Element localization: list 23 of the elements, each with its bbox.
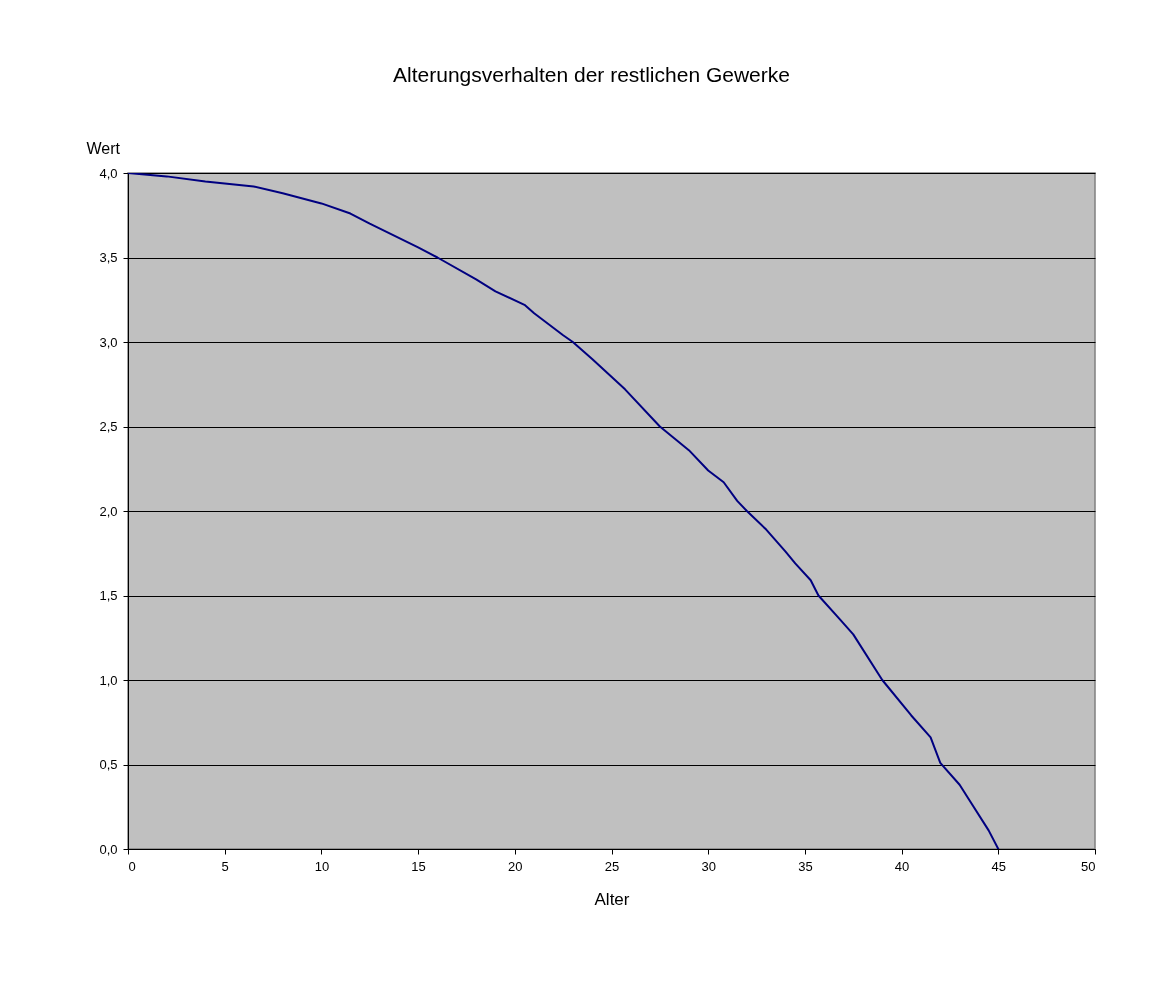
x-tick-label: 40	[894, 858, 910, 874]
x-tick-label: 45	[991, 858, 1007, 874]
x-tick-label: 15	[411, 858, 426, 874]
chart-title: Alterungsverhalten der restlichen Gewerke	[393, 63, 790, 86]
x-tick-label: 10	[314, 858, 330, 874]
y-tick-label: 2,0	[99, 503, 118, 519]
y-tick-label: 2,5	[99, 419, 118, 434]
y-tick-label: 0,5	[99, 757, 118, 772]
x-tick-label: 35	[798, 858, 813, 874]
y-tick-label: 1,0	[99, 672, 118, 688]
x-tick-label: 5	[221, 858, 229, 874]
x-tick-label: 25	[604, 858, 620, 874]
y-tick-label: 4,0	[99, 165, 118, 181]
x-tick-label: 30	[701, 858, 716, 874]
x-tick-label: 50	[1081, 858, 1096, 874]
x-axis-title: Alter	[594, 889, 630, 909]
y-tick-label: 0,0	[99, 841, 118, 857]
y-tick-label: 1,5	[99, 588, 118, 603]
y-tick-label: 3,0	[99, 334, 118, 350]
y-axis-title: Wert	[86, 139, 121, 157]
x-tick-label: 20	[508, 858, 523, 874]
y-tick-label: 3,5	[99, 250, 118, 265]
x-tick-label: 0	[128, 858, 136, 874]
